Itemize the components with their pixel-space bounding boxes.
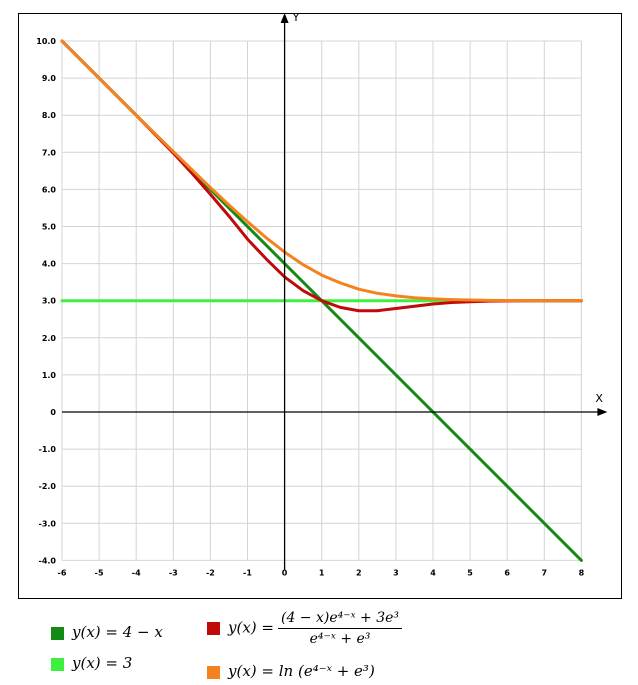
y-tick-label: 7.0 xyxy=(42,148,57,157)
legend-item-rational: y(x) = (4 − x)e⁴⁻ˣ + 3e³ e⁴⁻ˣ + e³ xyxy=(207,610,403,647)
x-tick-label: 4 xyxy=(430,568,436,577)
y-tick-label: -4.0 xyxy=(39,556,57,565)
y-tick-label: 8.0 xyxy=(42,111,57,120)
legend-item-linear: y(x) = 4 − x xyxy=(51,623,163,641)
chart-plot: XY -6 -5 -4 -3 -2 -1 0 1 2 3 4 5 6 7 8-4.0-3.0-2.0-1.0… xyxy=(18,13,622,599)
y-tick-label: 9.0 xyxy=(42,74,57,83)
x-tick-label: 2 xyxy=(356,568,362,577)
x-tick-label: -2 xyxy=(206,568,215,577)
legend-swatch-rational xyxy=(207,622,220,635)
legend-label-log: y(x) = ln (e⁴⁻ˣ + e³) xyxy=(228,662,375,680)
legend-label-linear: y(x) = 4 − x xyxy=(72,623,163,641)
x-tick-label: 7 xyxy=(542,568,548,577)
legend-swatch-constant xyxy=(51,657,64,671)
x-tick-label: -1 xyxy=(243,568,252,577)
y-axis-label: Y xyxy=(292,13,300,24)
axes: XY xyxy=(62,13,608,571)
legend-fraction: (4 − x)e⁴⁻ˣ + 3e³ e⁴⁻ˣ + e³ xyxy=(277,610,403,647)
x-tick-label: 0 xyxy=(282,568,288,577)
y-tick-label: -3.0 xyxy=(39,519,57,528)
y-tick-label: 4.0 xyxy=(42,260,57,269)
y-axis-arrow xyxy=(280,13,289,23)
legend-fraction-numerator: (4 − x)e⁴⁻ˣ + 3e³ xyxy=(277,610,403,629)
x-axis-label: X xyxy=(595,392,603,405)
legend-swatch-log xyxy=(207,665,220,679)
series-line-4 xyxy=(60,39,583,303)
y-tick-label: 5.0 xyxy=(42,223,57,232)
x-tick-label: 6 xyxy=(504,568,510,577)
legend-swatch-linear xyxy=(51,626,64,640)
y-tick-label: -2.0 xyxy=(39,482,57,491)
tick-labels: -6 -5 -4 -3 -2 -1 0 1 2 3 4 5 6 7 8 -4.0 -3.0 -2.0 -1.0 0 1.… xyxy=(36,37,584,577)
legend-fraction-denominator: e⁴⁻ˣ + e³ xyxy=(309,631,371,647)
x-tick-label: 5 xyxy=(467,568,473,577)
x-tick-label: -5 xyxy=(95,568,104,577)
legend-label-rational: y(x) = xyxy=(228,618,274,637)
y-tick-label: 10.0 xyxy=(36,37,56,46)
x-tick-label: 1 xyxy=(319,568,325,577)
x-tick-label: 3 xyxy=(393,568,399,577)
x-tick-label: 8 xyxy=(579,568,585,577)
legend-item-log: y(x) = ln (e⁴⁻ˣ + e³) xyxy=(207,662,375,680)
legend-item-constant: y(x) = 3 xyxy=(51,654,132,672)
legend-label-constant: y(x) = 3 xyxy=(72,654,133,672)
y-tick-label: 3.0 xyxy=(42,297,57,306)
series-layer xyxy=(60,39,583,562)
y-tick-label: 2.0 xyxy=(42,334,57,343)
x-tick-label: -6 xyxy=(58,568,67,577)
y-tick-label: 6.0 xyxy=(42,185,57,194)
x-tick-label: -3 xyxy=(169,568,178,577)
x-tick-label: -4 xyxy=(132,568,141,577)
y-tick-label: 1.0 xyxy=(42,371,57,380)
x-axis-arrow xyxy=(597,408,608,416)
y-tick-label: -1.0 xyxy=(39,445,57,454)
y-tick-label: 0 xyxy=(50,408,56,417)
